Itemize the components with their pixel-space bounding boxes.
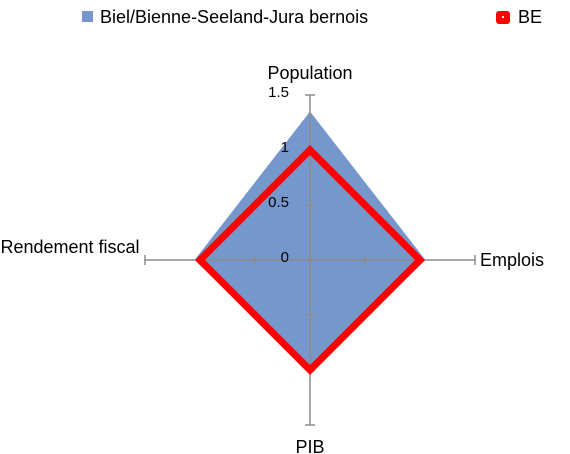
tick-label: 1 bbox=[281, 139, 289, 156]
category-label: PIB bbox=[295, 437, 325, 454]
legend-swatch-center bbox=[502, 16, 504, 18]
legend-label: BE bbox=[518, 7, 542, 27]
tick-label: 0 bbox=[281, 249, 289, 266]
legend-swatch bbox=[82, 11, 93, 22]
tick-label: 0.5 bbox=[268, 194, 289, 211]
tick-label: 1.5 bbox=[268, 84, 289, 101]
category-label: Emplois bbox=[480, 250, 545, 270]
category-label: Rendement fiscal bbox=[0, 237, 140, 257]
category-label: Population bbox=[267, 63, 353, 83]
legend-label: Biel/Bienne-Seeland-Jura bernois bbox=[100, 7, 368, 27]
radar-line bbox=[195, 145, 425, 375]
